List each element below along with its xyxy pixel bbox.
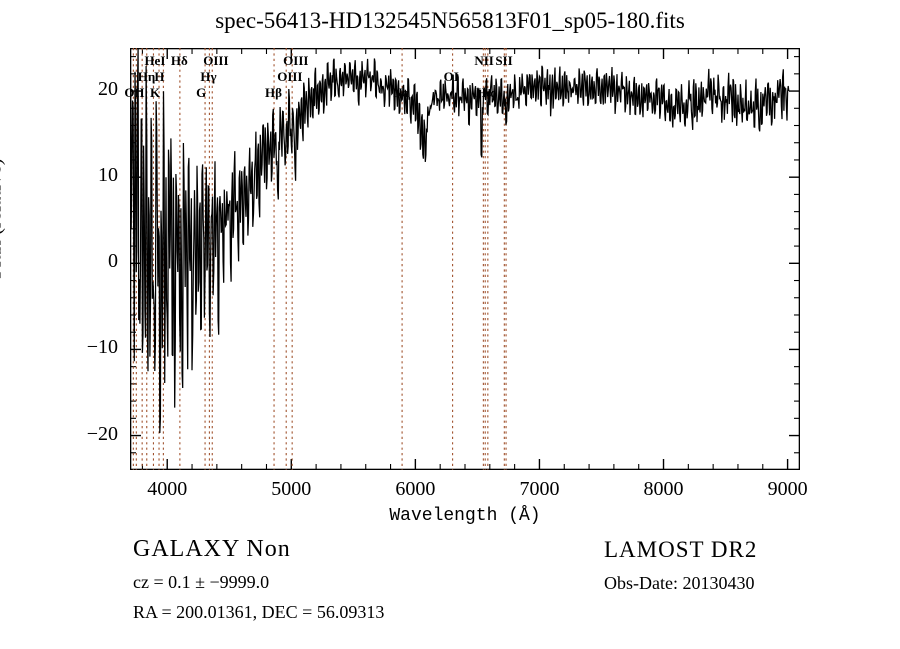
x-tick-label: 6000 — [395, 478, 436, 500]
x-tick-label: 4000 — [147, 478, 188, 500]
spectral-line-label: K — [150, 85, 161, 100]
spectral-line-label: Hβ — [265, 85, 283, 100]
redshift-value: cz = 0.1 ± −9999.0 — [133, 572, 270, 592]
x-tick-label: 8000 — [643, 478, 684, 500]
x-tick-label: 7000 — [519, 478, 560, 500]
spectral-line-label: OII — [124, 85, 145, 100]
spectral-line-label: Hγ — [200, 69, 217, 84]
survey-name: LAMOST DR2 — [604, 537, 758, 562]
spectral-line-label: OI — [443, 69, 459, 84]
y-tick-label: 20 — [98, 78, 118, 101]
spectral-line-label: OIII — [203, 53, 229, 68]
spectral-line-label: G — [196, 85, 207, 100]
spectral-line-label: HeI — [144, 53, 166, 68]
spectrum-canvas — [130, 48, 800, 470]
observation-date: Obs-Date: 20130430 — [604, 573, 755, 593]
spectral-line-label: Hδ — [170, 53, 188, 68]
object-class: GALAXY Non — [133, 536, 291, 562]
x-tick-label: 5000 — [271, 478, 312, 500]
y-tick-label: −10 — [86, 336, 118, 359]
y-tick-label: −20 — [86, 422, 118, 445]
spectral-line-label: NII — [474, 53, 494, 68]
y-tick-label: 0 — [108, 250, 118, 273]
spectral-line-label: Na — [393, 85, 409, 100]
spectral-line-label: SII — [495, 53, 513, 68]
spectral-line-label: H — [154, 69, 165, 84]
spectral-line-label: Hη — [137, 69, 156, 84]
spectral-line-label: OIII — [277, 69, 303, 84]
y-axis-title: Flux (relative) — [0, 158, 6, 279]
y-tick-label: 10 — [98, 164, 118, 187]
x-axis-title: Wavelength (Å) — [389, 506, 541, 526]
x-tick-label: 9000 — [767, 478, 808, 500]
page-title: spec-56413-HD132545N565813F01_sp05-180.f… — [215, 8, 685, 33]
spectral-line-label: Hα — [476, 85, 494, 100]
coordinates: RA = 200.01361, DEC = 56.09313 — [133, 602, 385, 622]
spectral-line-label: OIII — [283, 53, 309, 68]
spectrum-plot — [130, 48, 800, 470]
